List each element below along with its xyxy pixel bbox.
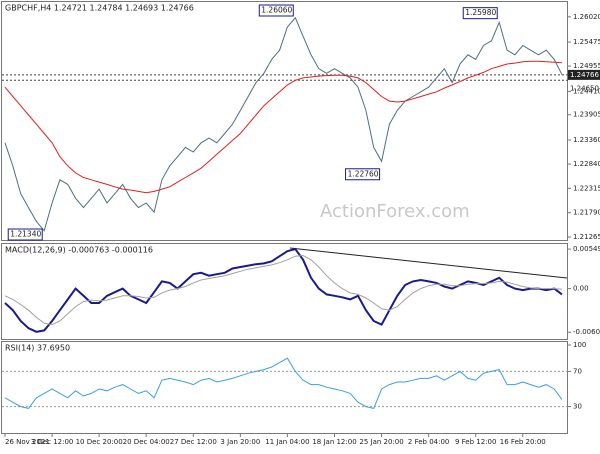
x-tick-label: 25 Jan 20:00 <box>359 438 403 446</box>
y-tick-label: 70 <box>573 367 582 375</box>
macd-title: MACD(12,26,9) -0.000763 -0.000116 <box>5 246 153 255</box>
y-tick-label: 1.22840 <box>573 160 600 168</box>
annotation-box <box>258 4 294 17</box>
x-tick-label: 2 Feb 04:00 <box>408 438 449 446</box>
x-tick-label: 3 Dec 12:00 <box>31 438 74 446</box>
x-tick-label: 3 Jan 20:00 <box>220 438 260 446</box>
y-tick-label: 1.23905 <box>573 111 600 119</box>
price-box <box>568 69 600 80</box>
y-tick-label: 1.24410 <box>573 87 600 95</box>
annotation-label: 1.25980 <box>465 8 496 17</box>
y-tick-label: 30 <box>573 403 582 411</box>
annotation-box <box>7 228 43 241</box>
series-line <box>4 254 563 326</box>
x-tick-label: 10 Dec 20:00 <box>76 438 123 446</box>
y-tick-label: 0.005492 <box>573 245 600 253</box>
x-tick-label: 18 Jan 12:00 <box>312 438 356 446</box>
x-tick-label: 27 Dec 12:00 <box>170 438 217 446</box>
y-tick-label: 1.26020 <box>573 13 600 21</box>
x-tick-label: 9 Feb 12:00 <box>455 438 496 446</box>
y-tick-label: -0.006057 <box>573 328 600 336</box>
y-tick-label: 1.21790 <box>573 209 600 217</box>
annotation-box <box>345 168 381 181</box>
rsi-title: RSI(14) 37.6950 <box>5 344 70 353</box>
x-tick-label: 16 Feb 20:00 <box>500 438 546 446</box>
y-tick-label: 0.00 <box>573 285 589 293</box>
chart-title: GBPCHF,H4 1.24721 1.24784 1.24693 1.2476… <box>5 4 194 13</box>
macd-panel <box>1 243 568 340</box>
y-tick-label: 100 <box>573 341 586 349</box>
annotation-label: 1.21340 <box>10 230 41 239</box>
series-line <box>4 60 563 194</box>
y-tick-label: 1.21265 <box>573 233 600 241</box>
annotation-label: 1.26060 <box>261 6 292 15</box>
annotation-label: 1.22760 <box>348 169 379 178</box>
price-panel <box>1 1 568 241</box>
x-tick-label: 20 Dec 04:00 <box>123 438 170 446</box>
x-tick-label: 26 Nov 2021 <box>5 438 50 446</box>
price-label: 1.24650 <box>570 84 599 92</box>
y-tick-label: 1.25475 <box>573 38 600 46</box>
trend-line <box>289 247 568 279</box>
x-tick-label: 11 Jan 04:00 <box>265 438 309 446</box>
series-line <box>4 247 563 333</box>
y-tick-label: 1.23360 <box>573 136 600 144</box>
y-tick-label: 1.24955 <box>573 62 600 70</box>
series-line <box>4 357 563 409</box>
price-label: 1.24766 <box>570 71 599 79</box>
rsi-panel <box>1 341 568 434</box>
y-tick-label: 1.22315 <box>573 184 600 192</box>
annotation-box <box>462 7 498 20</box>
series-line <box>4 16 563 232</box>
watermark: ActionForex.com <box>320 201 470 222</box>
